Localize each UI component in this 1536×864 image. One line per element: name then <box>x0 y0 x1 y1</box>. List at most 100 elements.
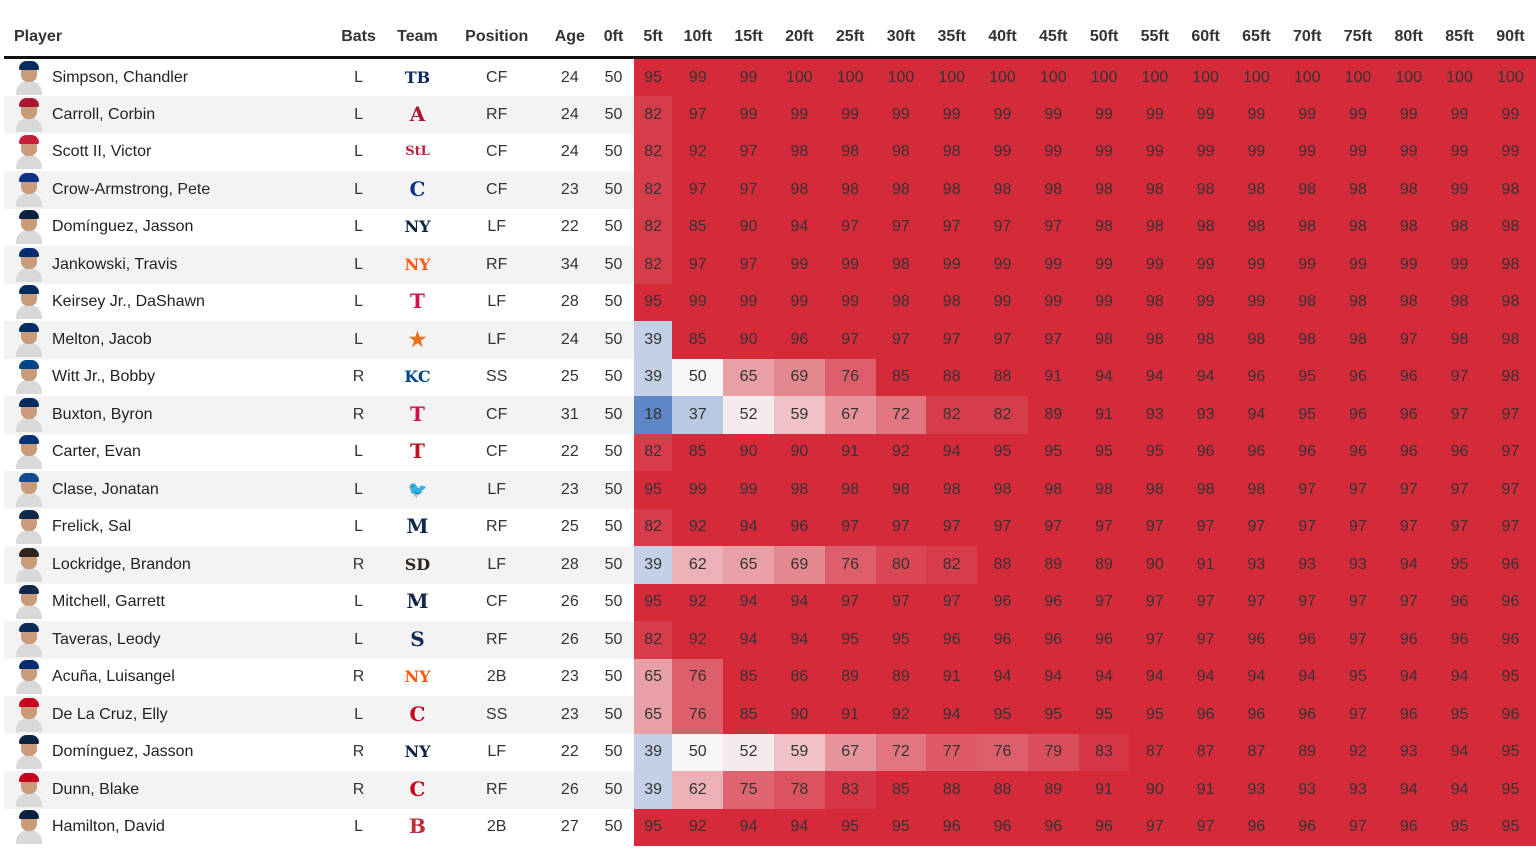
table-row[interactable]: Taveras, Leody L S RF 26 50 82 92 94 94 95 95 96 96 96… <box>4 621 1536 659</box>
column-header-65ft[interactable]: 65ft <box>1231 18 1282 59</box>
player-cell[interactable]: Crow-Armstrong, Pete <box>4 171 330 209</box>
column-header-25ft[interactable]: 25ft <box>824 18 876 59</box>
table-row[interactable]: Mitchell, Garrett L M CF 26 50 95 92 94 94 97 97 97 9… <box>4 583 1536 622</box>
bats-cell: L <box>329 246 388 284</box>
player-name[interactable]: Simpson, Chandler <box>52 68 189 86</box>
player-cell[interactable]: Hamilton, David <box>4 809 329 847</box>
player-cell[interactable]: Domínguez, Jasson <box>4 209 329 247</box>
player-cell[interactable]: Melton, Jacob <box>4 321 330 359</box>
team-cell: C <box>388 696 447 734</box>
player-cell[interactable]: Mitchell, Garrett <box>4 584 329 622</box>
column-header-35ft[interactable]: 35ft <box>926 18 978 59</box>
player-name[interactable]: Domínguez, Jasson <box>52 218 194 236</box>
player-name[interactable]: Lockridge, Brandon <box>52 555 191 573</box>
column-header-85ft[interactable]: 85ft <box>1434 18 1485 59</box>
column-header-80ft[interactable]: 80ft <box>1383 18 1435 59</box>
player-name[interactable]: Scott II, Victor <box>52 143 152 161</box>
column-header-5ft[interactable]: 5ft <box>633 18 673 59</box>
player-name[interactable]: Dunn, Blake <box>52 780 140 798</box>
heat-cell-40ft: 99 <box>977 133 1028 171</box>
player-name[interactable]: Jankowski, Travis <box>52 255 178 273</box>
player-cell[interactable]: Frelick, Sal <box>4 509 329 547</box>
table-row[interactable]: Scott II, Victor L StL CF 24 50 82 92 97 98 98 98 98… <box>4 133 1536 172</box>
heat-cell-10ft: 92 <box>672 133 724 171</box>
column-header-30ft[interactable]: 30ft <box>875 18 927 59</box>
heat-cell-60ft: 100 <box>1180 57 1231 96</box>
table-row[interactable]: Witt Jr., Bobby R KC SS 25 50 39 50 65 69 76 85 88 88… <box>4 358 1536 397</box>
player-cell[interactable]: Acuña, Luisangel <box>4 659 329 697</box>
position-cell: LF <box>446 546 547 584</box>
column-header-60ft[interactable]: 60ft <box>1180 18 1231 59</box>
column-header-team[interactable]: Team <box>388 18 447 59</box>
player-cell[interactable]: Dunn, Blake <box>4 771 330 809</box>
table-row[interactable]: Lockridge, Brandon R SD LF 28 50 39 62 65 69 76 80 8… <box>4 546 1536 584</box>
table-row[interactable]: Carter, Evan L T CF 22 50 82 85 90 90 91 92 94 95 95 95… <box>4 433 1536 472</box>
heat-cell-65ft: 93 <box>1231 546 1282 584</box>
player-name[interactable]: Taveras, Leody <box>52 630 161 648</box>
table-row[interactable]: Clase, Jonatan L 🐦 LF 23 50 95 99 99 98 98 98 98 98 98… <box>4 471 1536 509</box>
player-name[interactable]: Keirsey Jr., DaShawn <box>52 293 205 311</box>
player-cell[interactable]: Clase, Jonatan <box>4 471 330 509</box>
player-cell[interactable]: Keirsey Jr., DaShawn <box>4 284 329 322</box>
column-header-90ft[interactable]: 90ft <box>1484 18 1536 59</box>
player-cell[interactable]: Taveras, Leody <box>4 621 330 659</box>
table-row[interactable]: Domínguez, Jasson R NY LF 22 50 39 50 52 59 67 72 77… <box>4 733 1536 772</box>
column-header-75ft[interactable]: 75ft <box>1332 18 1384 59</box>
table-row[interactable]: Frelick, Sal L M RF 25 50 82 92 94 96 97 97 97 97 97 97… <box>4 508 1536 547</box>
player-cell[interactable]: Jankowski, Travis <box>4 246 330 284</box>
heat-cell-60ft: 94 <box>1180 658 1231 696</box>
player-name[interactable]: Domínguez, Jasson <box>52 743 194 761</box>
table-row[interactable]: Buxton, Byron R T CF 31 50 18 37 52 59 67 72 82 82 89 9… <box>4 396 1536 434</box>
player-cell[interactable]: Carter, Evan <box>4 434 329 472</box>
player-name[interactable]: Carroll, Corbin <box>52 105 156 123</box>
table-row[interactable]: Domínguez, Jasson L NY LF 22 50 82 85 90 94 97 97 97… <box>4 208 1536 247</box>
column-header-15ft[interactable]: 15ft <box>723 18 774 59</box>
table-row[interactable]: Jankowski, Travis L NY RF 34 50 82 97 97 99 99 98 99… <box>4 246 1536 284</box>
player-cell[interactable]: De La Cruz, Elly <box>4 696 330 734</box>
table-row[interactable]: Dunn, Blake R C RF 26 50 39 62 75 78 83 85 88 88 89 91 9… <box>4 771 1536 809</box>
column-header-player[interactable]: Player <box>4 18 330 59</box>
player-name[interactable]: Crow-Armstrong, Pete <box>52 180 211 198</box>
table-row[interactable]: Melton, Jacob L ★ LF 24 50 39 85 90 96 97 97 97 97 97 9… <box>4 321 1536 359</box>
player-cell[interactable]: Witt Jr., Bobby <box>4 359 329 397</box>
bats-cell: L <box>354 818 363 836</box>
player-cell[interactable]: Simpson, Chandler <box>4 58 329 97</box>
column-header-bats[interactable]: Bats <box>329 18 388 59</box>
player-name[interactable]: Clase, Jonatan <box>52 480 159 498</box>
player-name[interactable]: Hamilton, David <box>52 818 165 836</box>
heat-cell-50ft: 98 <box>1078 208 1130 246</box>
table-row[interactable]: Keirsey Jr., DaShawn L T LF 28 50 95 99 99 99 99 98… <box>4 283 1536 322</box>
column-header-70ft[interactable]: 70ft <box>1281 18 1333 59</box>
column-header-age[interactable]: Age <box>546 18 594 59</box>
column-header-55ft[interactable]: 55ft <box>1129 18 1181 59</box>
table-row[interactable]: Acuña, Luisangel R NY 2B 23 50 65 76 85 86 89 89 91 9… <box>4 658 1536 697</box>
player-cell[interactable]: Scott II, Victor <box>4 134 329 172</box>
table-row[interactable]: Crow-Armstrong, Pete L C CF 23 50 82 97 97 98 98 98… <box>4 171 1536 209</box>
player-name[interactable]: Buxton, Byron <box>52 405 153 423</box>
column-header-50ft[interactable]: 50ft <box>1078 18 1130 59</box>
table-row[interactable]: De La Cruz, Elly L C SS 23 50 65 76 85 90 91 92 94 95… <box>4 696 1536 734</box>
column-header-10ft[interactable]: 10ft <box>672 18 724 59</box>
player-name[interactable]: De La Cruz, Elly <box>52 705 168 723</box>
table-row[interactable]: Hamilton, David L B 2B 27 50 95 92 94 94 95 95 96 96 9… <box>4 808 1536 847</box>
column-header-40ft[interactable]: 40ft <box>977 18 1028 59</box>
table-row[interactable]: Carroll, Corbin L A RF 24 50 82 97 99 99 99 99 99 99 9… <box>4 96 1536 134</box>
table-row[interactable]: Simpson, Chandler L TB CF 24 50 95 99 99 100 100 10… <box>4 57 1536 97</box>
player-name[interactable]: Witt Jr., Bobby <box>52 368 156 386</box>
column-header-20ft[interactable]: 20ft <box>773 18 825 59</box>
player-name[interactable]: Acuña, Luisangel <box>52 668 175 686</box>
player-name[interactable]: Carter, Evan <box>52 443 141 461</box>
player-name[interactable]: Mitchell, Garrett <box>52 593 165 611</box>
player-cell[interactable]: Carroll, Corbin <box>4 96 330 134</box>
player-name[interactable]: Frelick, Sal <box>52 518 132 536</box>
player-cell[interactable]: Buxton, Byron <box>4 396 330 434</box>
column-header-0ft[interactable]: 0ft <box>593 18 634 59</box>
player-cell[interactable]: Domínguez, Jasson <box>4 734 329 772</box>
column-header-45ft[interactable]: 45ft <box>1027 18 1079 59</box>
heat-cell-5ft: 82 <box>633 621 673 659</box>
column-header-position[interactable]: Position <box>446 18 547 59</box>
heat-cell-15ft: 97 <box>723 133 774 171</box>
heat-cell-50ft: 94 <box>1078 658 1130 696</box>
player-name[interactable]: Melton, Jacob <box>52 330 152 348</box>
player-cell[interactable]: Lockridge, Brandon <box>4 546 330 584</box>
